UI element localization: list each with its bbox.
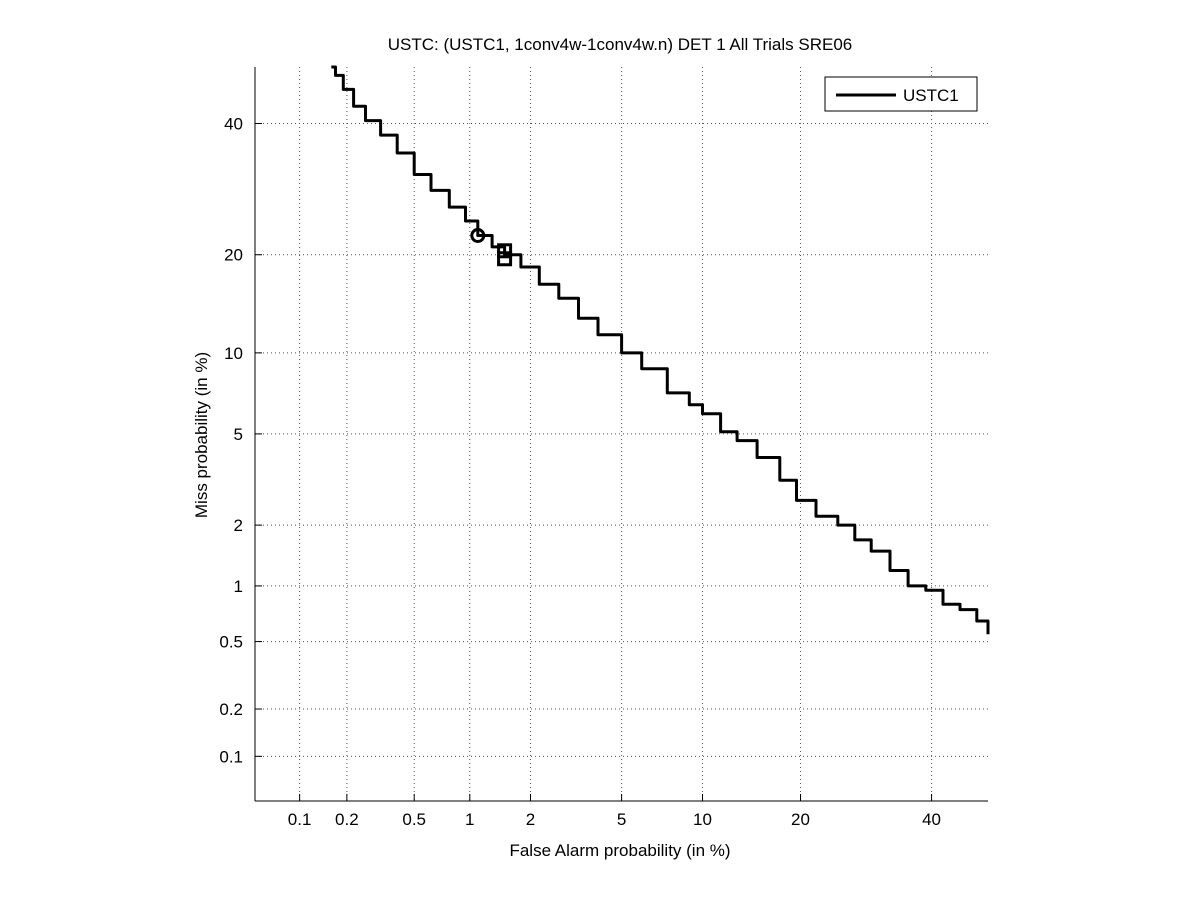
- chart-title: USTC: (USTC1, 1conv4w-1conv4w.n) DET 1 A…: [388, 35, 853, 54]
- actual-dcf-square-marker-1: [497, 243, 513, 259]
- series-line-ustc1: [331, 65, 990, 635]
- y-tick-label: 1: [234, 577, 243, 596]
- grid-lines: [255, 67, 988, 801]
- x-tick-label: 20: [791, 810, 810, 829]
- y-tick-label: 40: [224, 115, 243, 134]
- min-dcf-circle-marker: [470, 228, 486, 244]
- x-tick-label: 1: [465, 810, 474, 829]
- y-tick-label: 0.2: [219, 700, 243, 719]
- y-tick-label: 2: [234, 516, 243, 535]
- x-tick-label: 0.2: [335, 810, 359, 829]
- legend: USTC1: [824, 76, 978, 112]
- y-tick-labels: 0.1 0.2 0.5 1 2 5 10 20 40: [219, 115, 243, 767]
- y-tick-label: 0.5: [219, 633, 243, 652]
- x-tick-label: 0.5: [402, 810, 426, 829]
- x-tick-labels: 0.1 0.2 0.5 1 2 5 10 20 40: [288, 810, 941, 829]
- axes: [254, 67, 988, 802]
- x-tick-label: 10: [693, 810, 712, 829]
- x-tick-label: 5: [617, 810, 626, 829]
- y-tick-label: 5: [234, 425, 243, 444]
- y-axis-label: Miss probability (in %): [192, 352, 211, 518]
- x-tick-label: 0.1: [288, 810, 312, 829]
- series-layer: [331, 65, 990, 635]
- y-tick-label: 10: [224, 344, 243, 363]
- x-tick-label: 40: [922, 810, 941, 829]
- operating-point-markers: [470, 228, 513, 267]
- x-axis-label: False Alarm probability (in %): [509, 841, 730, 860]
- legend-label-ustc1: USTC1: [903, 86, 959, 105]
- y-tick-label: 0.1: [219, 747, 243, 766]
- actual-dcf-square-marker-2: [497, 251, 513, 267]
- y-tick-label: 20: [224, 246, 243, 265]
- x-tick-label: 2: [526, 810, 535, 829]
